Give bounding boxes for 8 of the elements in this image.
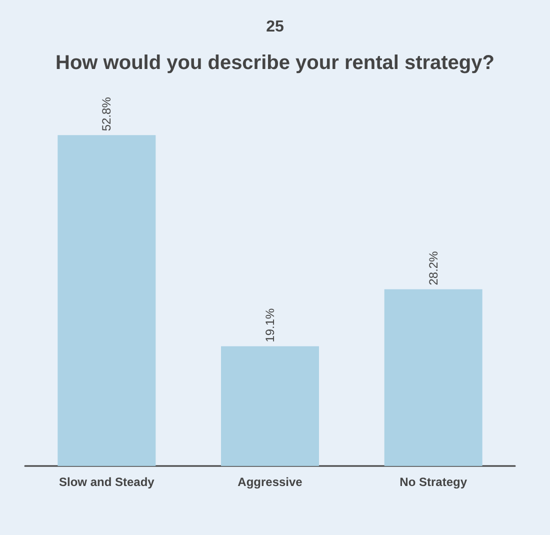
x-tick-label: No Strategy bbox=[400, 475, 468, 489]
x-tick-label: Slow and Steady bbox=[58, 475, 155, 489]
data-label: 52.8% bbox=[100, 96, 114, 132]
data-label: 28.2% bbox=[426, 250, 440, 286]
chart-title: 25 bbox=[266, 18, 284, 36]
x-tick-label: Aggressive bbox=[238, 475, 303, 489]
chart-subtitle: How would you describe your rental strategy? bbox=[56, 52, 494, 74]
data-label: 19.1% bbox=[263, 308, 277, 342]
